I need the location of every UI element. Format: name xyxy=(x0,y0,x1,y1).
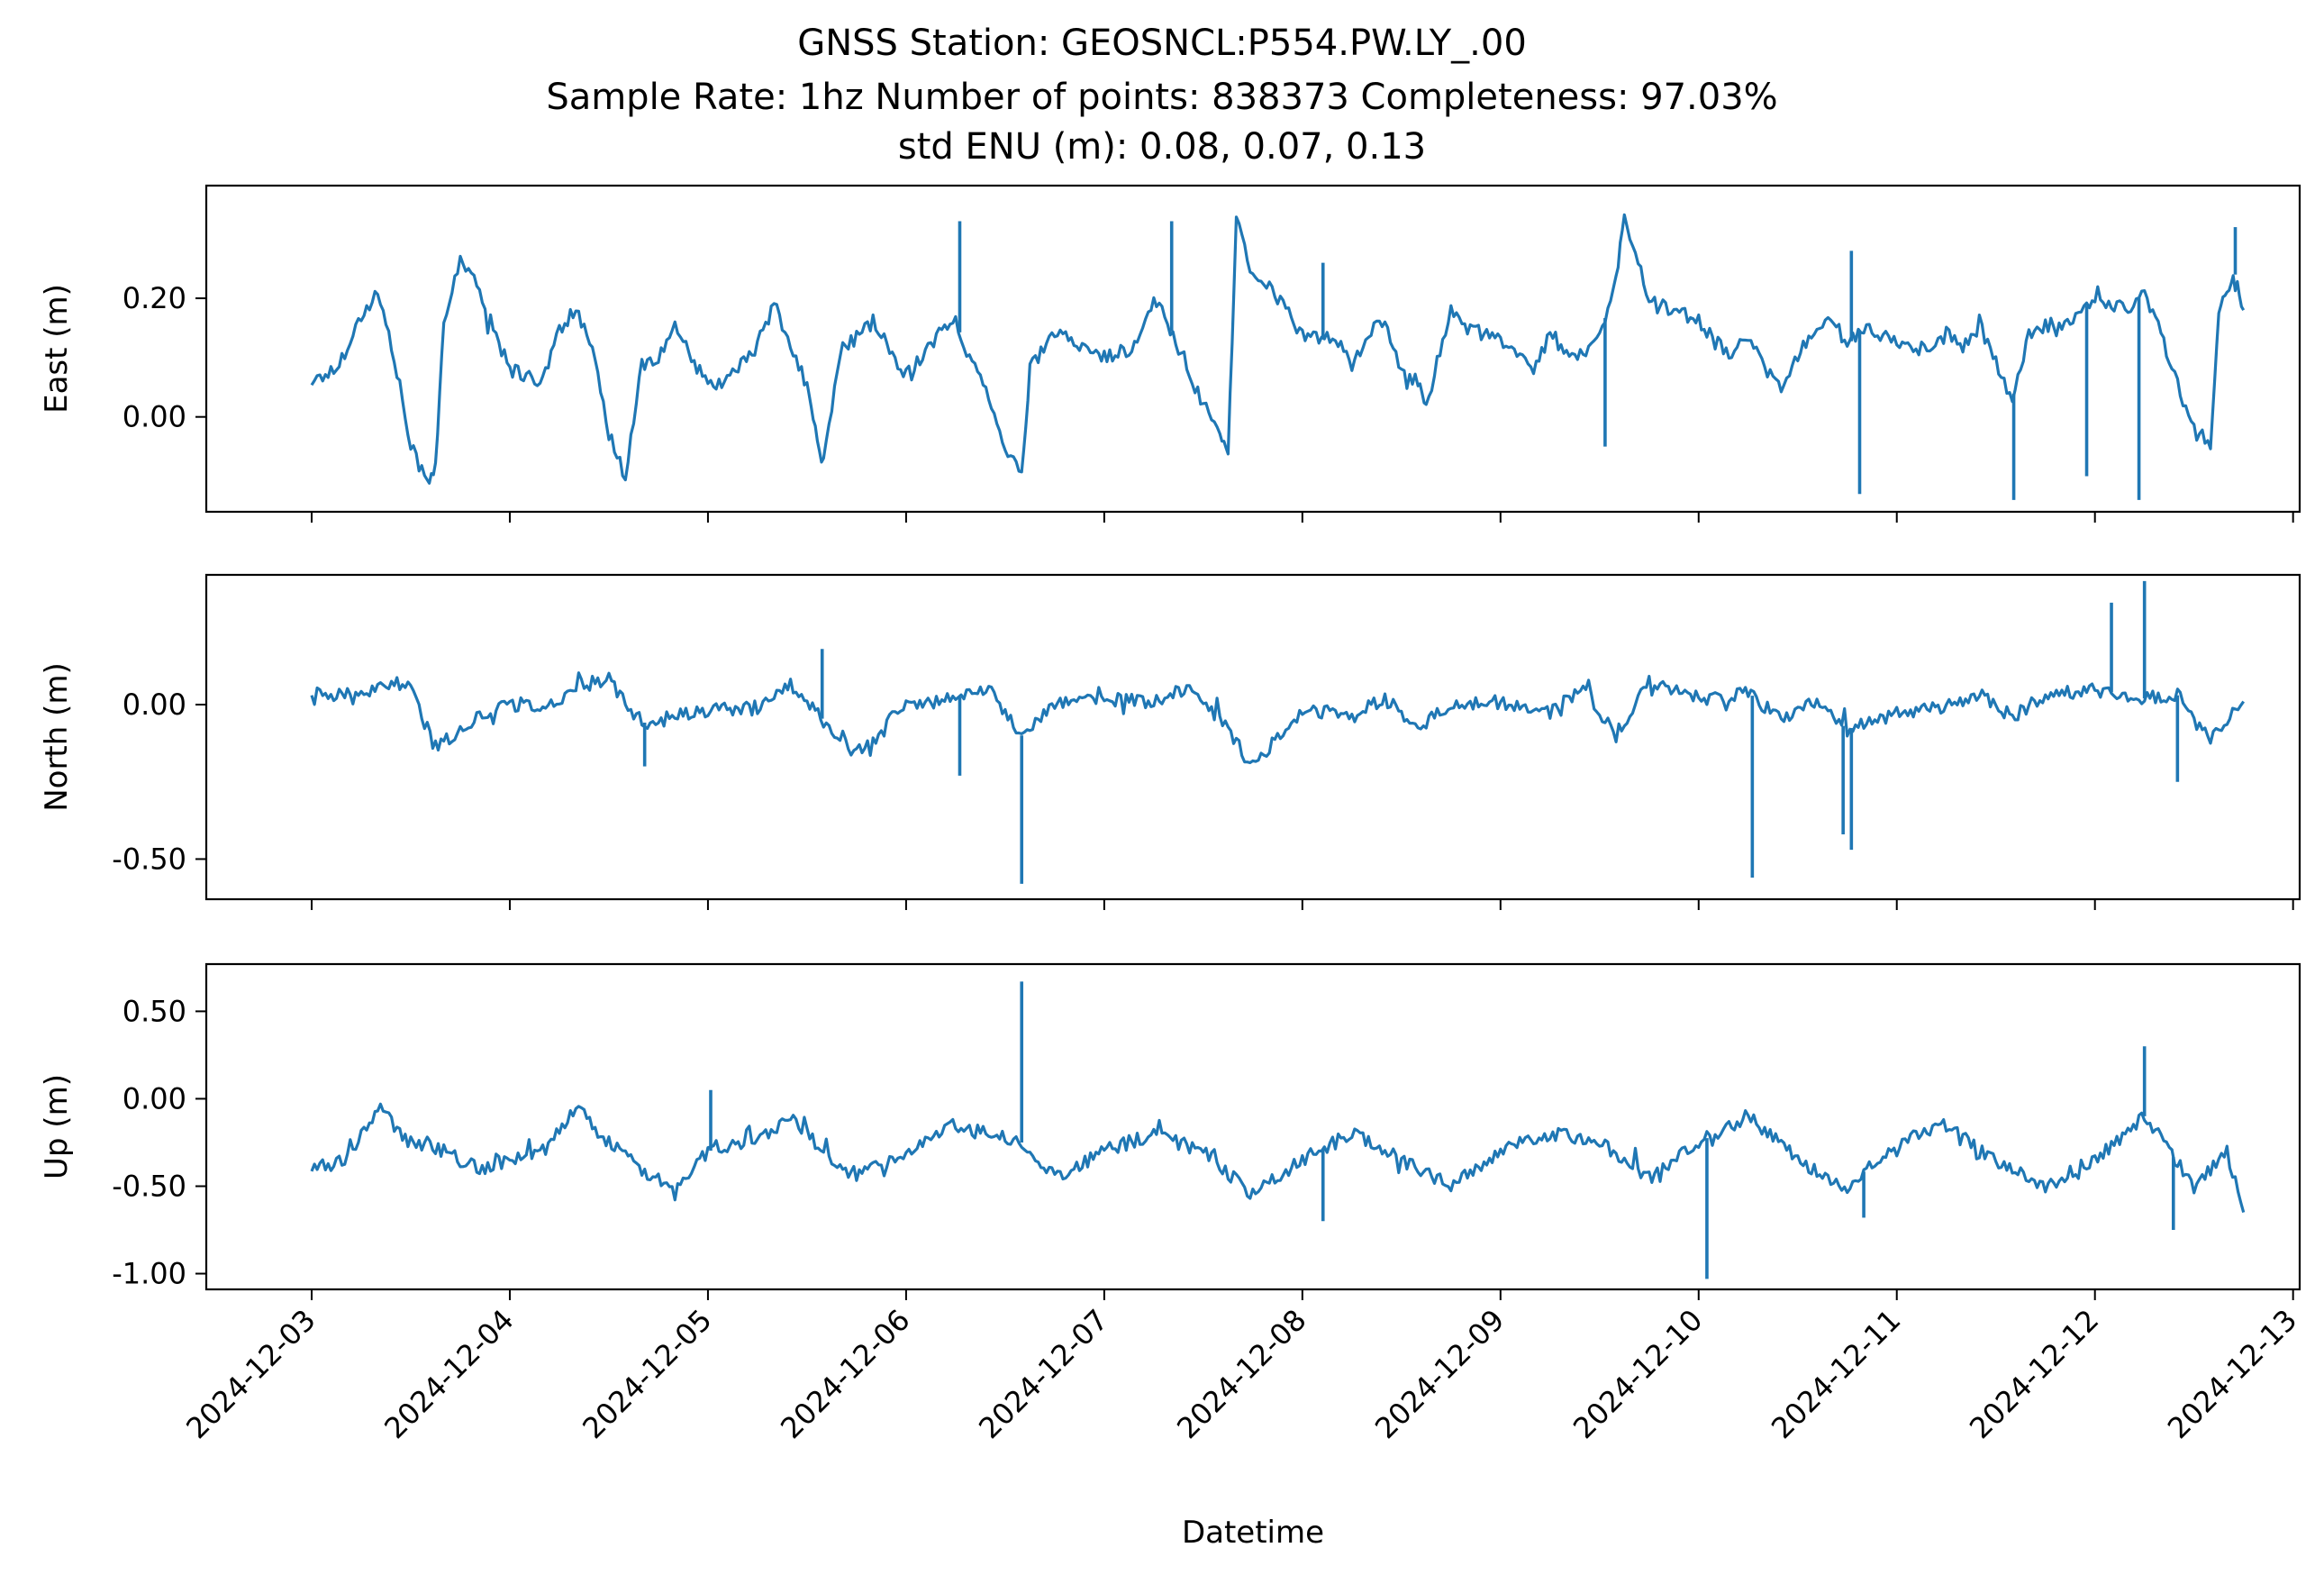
series-line xyxy=(310,213,2246,485)
panel-north: 0.00 -0.50 North (m) xyxy=(39,573,2301,910)
y-axis-label: North (m) xyxy=(39,662,75,812)
panel-east: 0.00 0.20 East (m) xyxy=(39,184,2301,523)
y-axis-label: East (m) xyxy=(39,284,75,414)
x-tick-label: 2024-12-13 xyxy=(2161,1303,2303,1445)
plot-frame xyxy=(204,184,2301,514)
y-tick-label: -0.50 xyxy=(112,1169,186,1203)
y-tick-label: 0.00 xyxy=(123,400,186,434)
y-tick-label: -0.50 xyxy=(112,842,186,876)
x-tick-label: 2024-12-09 xyxy=(1368,1303,1511,1445)
plot-frame xyxy=(204,573,2301,901)
x-tick-label: 2024-12-11 xyxy=(1765,1303,1907,1445)
y-tick-label: 0.00 xyxy=(123,687,186,722)
x-tick-label: 2024-12-03 xyxy=(179,1303,322,1445)
x-axis-label: Datetime xyxy=(1182,1515,1324,1551)
x-tick-label: 2024-12-05 xyxy=(576,1303,718,1445)
x-tick-label: 2024-12-06 xyxy=(774,1303,916,1445)
chart-title: GNSS Station: GEOSNCL:P554.PW.LY_.00 xyxy=(797,23,1527,64)
y-tick-label: -1.00 xyxy=(112,1257,186,1291)
x-tick-label: 2024-12-07 xyxy=(972,1303,1114,1445)
y-tick-label: 0.20 xyxy=(123,281,186,315)
chart-subtitle: Sample Rate: 1hz Number of points: 83837… xyxy=(546,77,1778,118)
x-tick-label: 2024-12-10 xyxy=(1566,1303,1709,1445)
x-tick-label: 2024-12-08 xyxy=(1170,1303,1312,1445)
plot-frame xyxy=(204,962,2301,1291)
y-axis-label: Up (m) xyxy=(39,1074,75,1179)
y-tick-label: 0.50 xyxy=(123,994,186,1028)
y-tick-label: 0.00 xyxy=(123,1081,186,1115)
series-line xyxy=(310,1102,2246,1214)
chart-subtitle-std: std ENU (m): 0.08, 0.07, 0.13 xyxy=(897,126,1427,168)
series-line xyxy=(310,671,2245,765)
x-tick-label: 2024-12-12 xyxy=(1963,1303,2105,1445)
panel-up: 0.50 0.00 -0.50 -1.00 Up (m) 2024-12-03 2024-1… xyxy=(39,962,2303,1445)
x-tick-label: 2024-12-04 xyxy=(377,1303,520,1445)
